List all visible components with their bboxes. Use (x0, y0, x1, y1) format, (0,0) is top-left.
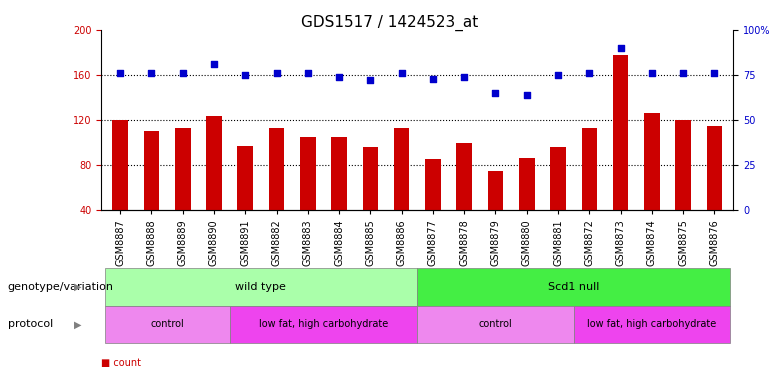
Point (615, 45, 627, 51)
Text: wild type: wild type (236, 282, 286, 292)
Bar (237, 146, 253, 255)
Point (427, 76, 439, 82)
Bar (394, 128, 410, 255)
Point (395, 70, 408, 76)
Point (207, 61, 220, 67)
Point (551, 72, 564, 78)
Point (583, 70, 596, 76)
Bar (707, 126, 722, 255)
Point (520, 92, 533, 98)
Text: genotype/variation: genotype/variation (8, 282, 114, 292)
Point (176, 70, 189, 76)
Text: ■ count: ■ count (101, 358, 141, 368)
Bar (550, 147, 566, 255)
Point (677, 70, 690, 76)
Point (302, 70, 314, 76)
Point (145, 70, 158, 76)
Bar (112, 120, 128, 255)
Text: low fat, high carbohydrate: low fat, high carbohydrate (259, 320, 388, 329)
Point (333, 74, 346, 80)
Text: control: control (151, 320, 184, 329)
Bar (363, 147, 378, 255)
Point (114, 70, 126, 76)
Point (708, 70, 721, 76)
Bar (144, 131, 159, 255)
Bar (456, 142, 472, 255)
Text: ▶: ▶ (74, 282, 82, 292)
Point (239, 72, 251, 78)
Bar (206, 116, 222, 255)
Bar (269, 128, 285, 255)
Point (458, 74, 470, 80)
Text: control: control (479, 320, 512, 329)
Bar (332, 137, 347, 255)
Bar (488, 171, 503, 255)
Text: ▶: ▶ (74, 320, 82, 329)
Bar (519, 158, 534, 255)
Bar (175, 128, 190, 255)
Point (489, 90, 502, 96)
Bar (425, 159, 441, 255)
Text: low fat, high carbohydrate: low fat, high carbohydrate (587, 320, 717, 329)
Bar (613, 55, 629, 255)
Point (271, 70, 283, 76)
Bar (675, 120, 691, 255)
Text: GDS1517 / 1424523_at: GDS1517 / 1424523_at (301, 15, 479, 31)
Bar (300, 137, 316, 255)
Point (646, 70, 658, 76)
Bar (644, 113, 660, 255)
Text: protocol: protocol (8, 320, 53, 329)
Bar (582, 128, 597, 255)
Text: Scd1 null: Scd1 null (548, 282, 599, 292)
Point (364, 77, 377, 83)
